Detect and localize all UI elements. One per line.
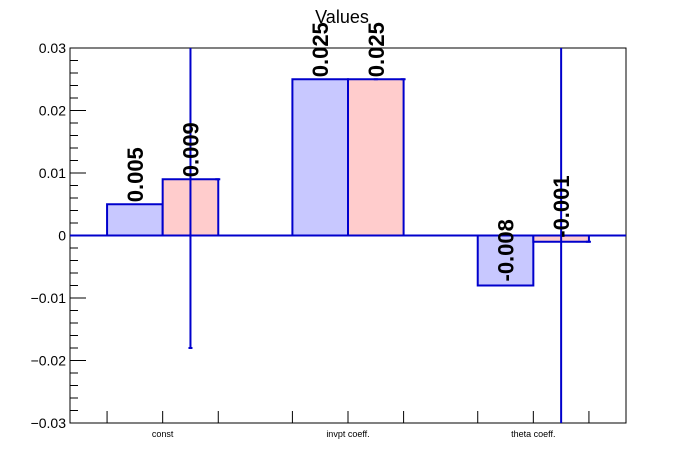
y-tick-label: 0 — [58, 228, 66, 244]
bar — [347, 78, 405, 237]
x-axis: const invpt coeff. theta coeff. — [106, 411, 590, 439]
y-tick-label: 0.03 — [39, 40, 66, 56]
y-tick-label: 0.01 — [39, 165, 66, 181]
y-tick-label: −0.01 — [31, 290, 67, 306]
x-category-label: theta coeff. — [511, 429, 555, 439]
data-label: 0.009 — [178, 122, 203, 177]
y-tick-label: −0.03 — [31, 415, 67, 431]
y-tick-label: −0.02 — [31, 353, 67, 369]
chart-title: Values — [315, 7, 369, 27]
data-label: 0.005 — [123, 147, 148, 202]
data-labels-group: 0.005 0.009 0.025 0.025 -0.008 -0.001 — [123, 22, 574, 281]
x-category-label: const — [152, 429, 174, 439]
x-category-label: invpt coeff. — [326, 429, 369, 439]
y-tick-label: 0.02 — [39, 103, 66, 119]
bar — [106, 203, 164, 237]
y-axis: 0.03 0.02 0.01 0 −0.01 −0.02 −0.03 — [31, 40, 86, 431]
data-label: -0.008 — [494, 219, 519, 281]
data-label: 0.025 — [308, 22, 333, 77]
data-label: 0.025 — [364, 22, 389, 77]
data-label: -0.001 — [549, 175, 574, 237]
bar — [291, 78, 349, 237]
